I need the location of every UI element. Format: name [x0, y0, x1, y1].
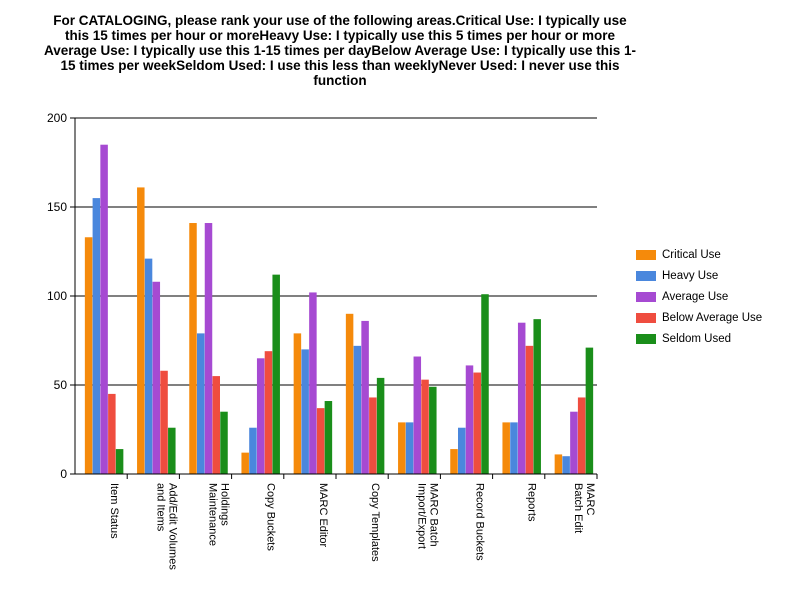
bar: [458, 427, 466, 474]
bar: [525, 345, 534, 474]
chart-title: For CATALOGING, please rank your use of …: [44, 13, 636, 88]
legend-swatch: [636, 291, 656, 302]
bar: [293, 333, 302, 474]
bar: [554, 454, 563, 474]
legend-label: Below Average Use: [662, 311, 763, 324]
bar: [212, 376, 220, 474]
bar: [137, 187, 145, 475]
legend-label: Critical Use: [662, 248, 721, 261]
x-tick-label: HoldingsMaintenance: [207, 483, 231, 546]
y-tick-label: 100: [47, 289, 67, 303]
legend-swatch: [636, 270, 656, 281]
bar: [570, 411, 578, 474]
bar: [100, 144, 108, 474]
bar: [473, 372, 481, 474]
x-tick-label: Add/Edit Volumesand Items: [154, 483, 178, 570]
legend-swatch: [636, 312, 656, 323]
bar: [189, 223, 197, 474]
bar: [197, 333, 205, 474]
bar: [115, 449, 124, 474]
bar: [517, 322, 526, 474]
bar: [510, 422, 518, 474]
x-tick-label: MARCBatch Edit: [572, 483, 596, 533]
bar: [398, 422, 406, 474]
bar: [264, 351, 273, 474]
bar: [465, 365, 474, 474]
bar: [309, 292, 317, 474]
bar: [84, 237, 93, 474]
legend-item: Average Use: [636, 286, 762, 307]
bar: [413, 356, 422, 474]
bar: [301, 349, 309, 474]
bar: [562, 456, 570, 474]
bar: [481, 294, 489, 474]
legend-label: Heavy Use: [662, 269, 719, 282]
bar: [168, 427, 176, 474]
bar: [324, 401, 333, 474]
legend-label: Seldom Used: [662, 332, 732, 345]
bar: [256, 358, 265, 474]
bar: [220, 411, 228, 474]
bar: [241, 452, 249, 474]
bar: [345, 313, 354, 474]
bar: [249, 427, 257, 474]
bar: [405, 422, 414, 474]
bar: [316, 408, 325, 474]
bar: [585, 347, 594, 474]
bar: [577, 397, 586, 474]
bar: [272, 274, 280, 474]
legend-item: Seldom Used: [636, 328, 762, 349]
bar: [160, 370, 168, 474]
x-tick-label: Reports: [526, 483, 538, 522]
bar: [429, 386, 437, 474]
bar: [204, 223, 213, 474]
x-tick-label: Copy Templates: [369, 483, 381, 562]
y-tick-label: 150: [47, 200, 67, 214]
bar: [144, 258, 153, 474]
y-tick-label: 0: [60, 467, 67, 481]
x-tick-label: Copy Buckets: [265, 483, 277, 551]
x-tick-label: MARC BatchImport/Export: [415, 483, 439, 549]
bar: [502, 422, 510, 474]
bar: [533, 319, 541, 474]
x-tick-label: MARC Editor: [317, 483, 329, 548]
legend-swatch: [636, 333, 656, 344]
bar: [450, 449, 458, 474]
x-tick-label: Item Status: [108, 483, 120, 539]
bar: [353, 345, 362, 474]
bar: [108, 393, 116, 474]
bar: [361, 320, 369, 474]
bar: [376, 377, 385, 474]
bar: [421, 379, 429, 474]
y-tick-label: 50: [54, 378, 68, 392]
y-tick-label: 200: [47, 111, 67, 125]
legend-item: Heavy Use: [636, 265, 762, 286]
chart-legend: Critical Use Heavy Use Average Use Below Av…: [636, 244, 762, 349]
legend-item: Below Average Use: [636, 307, 762, 328]
legend-label: Average Use: [662, 290, 729, 303]
legend-swatch: [636, 249, 656, 260]
bar: [369, 397, 377, 474]
bar: [92, 198, 101, 474]
legend-item: Critical Use: [636, 244, 762, 265]
bar: [152, 281, 161, 474]
x-tick-label: Record Buckets: [474, 483, 486, 561]
